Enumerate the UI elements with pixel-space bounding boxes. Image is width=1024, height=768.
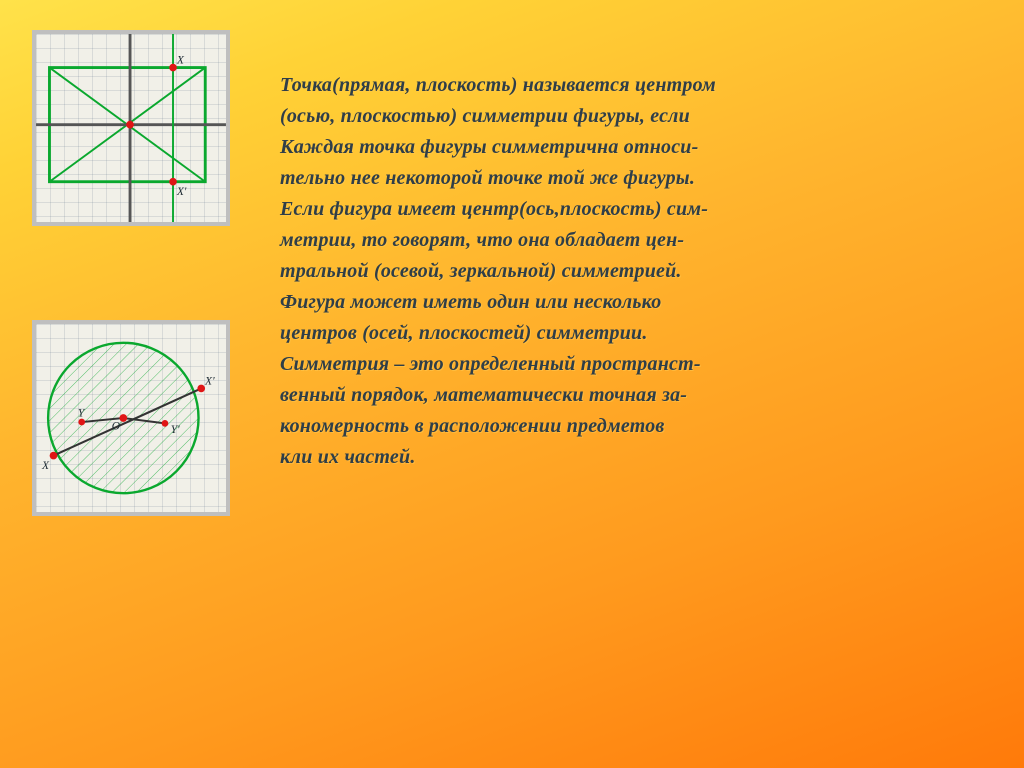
figure-circle-symmetry: XX'YY'O: [32, 320, 230, 516]
figure-rectangle-symmetry: X X': [32, 30, 230, 226]
svg-text:X: X: [41, 460, 50, 472]
svg-text:X': X': [204, 376, 215, 388]
svg-text:X: X: [176, 55, 185, 67]
svg-text:X': X': [176, 186, 187, 198]
definition-text: Точка(прямая, плоскость) называется цент…: [280, 70, 980, 473]
svg-text:Y': Y': [171, 424, 180, 436]
svg-text:O: O: [112, 421, 121, 433]
